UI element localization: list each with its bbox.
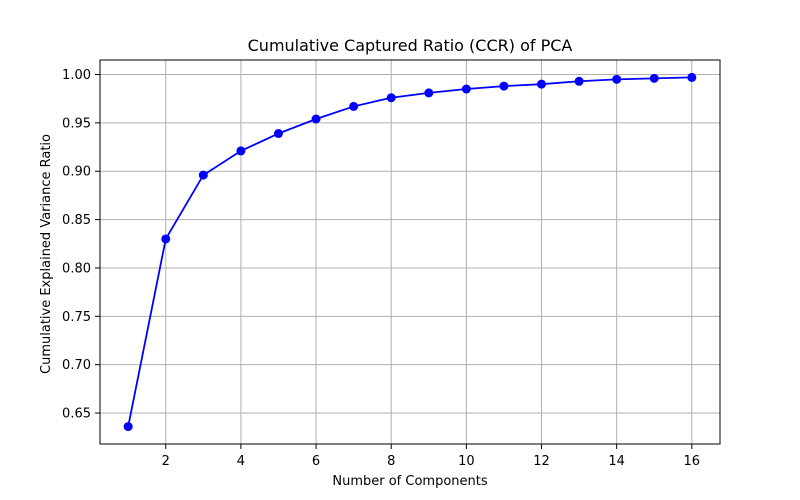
x-tick-label: 14 xyxy=(608,454,625,469)
y-axis-ticks: 0.65 0.70 0.75 0.80 0.85 0.90 0.95 1.00 xyxy=(62,68,100,422)
data-point xyxy=(273,129,283,139)
data-point xyxy=(198,170,208,180)
y-tick-label: 0.65 xyxy=(62,407,91,422)
data-point xyxy=(461,84,471,94)
axes-frame xyxy=(99,59,721,445)
y-axis-label: Cumulative Explained Variance Ratio xyxy=(39,134,54,374)
y-tick-label: 0.70 xyxy=(62,358,91,373)
data-point xyxy=(612,74,622,84)
x-tick-label: 4 xyxy=(237,454,245,469)
x-tick-label: 8 xyxy=(387,454,395,469)
data-point xyxy=(574,76,584,86)
x-axis-ticks: 2 4 6 8 10 12 14 16 xyxy=(162,444,700,469)
series-line xyxy=(127,76,692,427)
plot-area xyxy=(123,72,697,432)
data-point xyxy=(311,114,321,124)
x-tick-label: 2 xyxy=(162,454,170,469)
y-tick-label: 0.95 xyxy=(62,116,91,131)
data-point xyxy=(349,101,359,111)
y-tick-label: 0.75 xyxy=(62,310,91,325)
y-tick-label: 1.00 xyxy=(62,68,91,83)
data-point xyxy=(649,73,659,83)
y-tick-label: 0.85 xyxy=(62,213,91,228)
y-tick-label: 0.90 xyxy=(62,165,91,180)
chart-title: Cumulative Captured Ratio (CCR) of PCA xyxy=(248,36,573,55)
data-point xyxy=(161,234,171,244)
x-tick-label: 12 xyxy=(533,454,550,469)
data-point xyxy=(499,81,509,91)
data-point xyxy=(537,79,547,89)
grid-lines xyxy=(100,60,720,444)
series-markers xyxy=(123,72,697,432)
y-tick-label: 0.80 xyxy=(62,261,91,276)
x-tick-label: 16 xyxy=(684,454,701,469)
data-point xyxy=(236,146,246,156)
x-tick-label: 6 xyxy=(312,454,320,469)
data-point xyxy=(424,88,434,98)
x-axis-label: Number of Components xyxy=(332,474,487,489)
data-point xyxy=(386,93,396,103)
data-point xyxy=(687,72,697,82)
x-tick-label: 10 xyxy=(458,454,475,469)
data-point xyxy=(123,422,133,432)
